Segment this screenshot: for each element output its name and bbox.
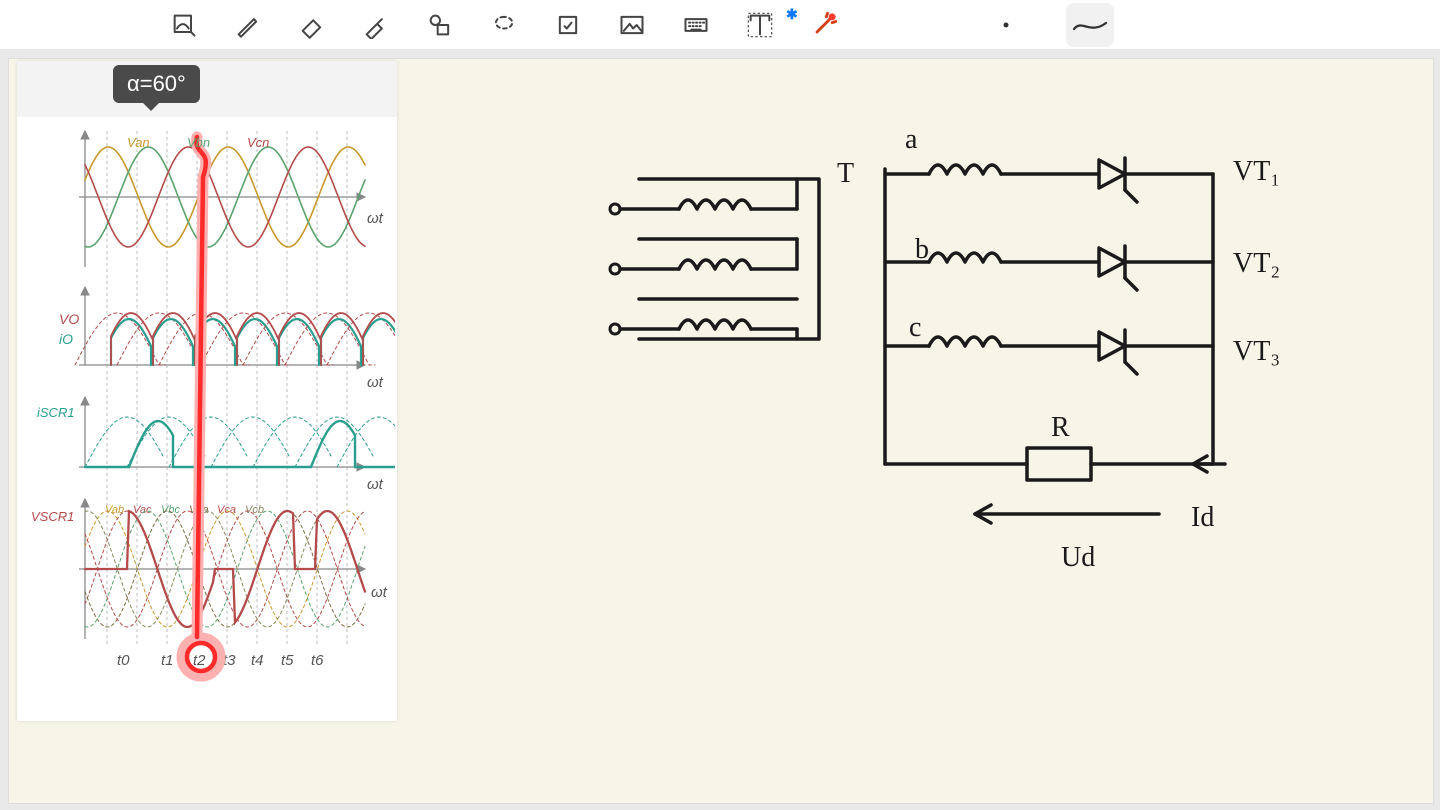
lasso-icon[interactable] xyxy=(480,3,528,47)
label-R: R xyxy=(1051,412,1070,444)
svg-text:ωt: ωt xyxy=(367,374,384,391)
label-b: b xyxy=(915,234,929,266)
label-T: T xyxy=(837,158,854,190)
label-iscr1: iSCR1 xyxy=(37,405,75,420)
toolbar-tools xyxy=(160,3,864,47)
shapes-icon[interactable] xyxy=(416,3,464,47)
chart-svg: ωtωtωtωtVabVacVbcVbaVcaVcbt0t1t2t3t4t5t6 xyxy=(19,117,395,717)
text-icon[interactable] xyxy=(736,3,784,47)
keyboard-icon[interactable] xyxy=(672,3,720,47)
label-a: a xyxy=(905,124,917,156)
svg-text:t5: t5 xyxy=(281,652,294,669)
circuit-svg xyxy=(579,114,1299,634)
label-VT2: VT₂ xyxy=(1233,248,1280,280)
image-icon[interactable] xyxy=(608,3,656,47)
label-io: iO xyxy=(59,331,73,347)
stroke-style-icon[interactable] xyxy=(1066,3,1114,47)
label-VT1: VT₁ xyxy=(1233,156,1280,188)
label-vo: VO xyxy=(59,311,79,327)
label-vcn: Vcn xyxy=(247,135,269,150)
svg-text:t4: t4 xyxy=(251,652,264,669)
svg-text:t0: t0 xyxy=(117,652,130,669)
highlighter-icon[interactable] xyxy=(352,3,400,47)
toolbar: ✱ xyxy=(0,0,1440,50)
label-c: c xyxy=(909,312,921,344)
svg-text:ωt: ωt xyxy=(367,210,384,227)
laser-icon[interactable] xyxy=(800,3,848,47)
zoom-in-icon[interactable] xyxy=(160,3,208,47)
waveform-chart-panel: α=60° ωtωtωtωtVabVacVbcVbaVcaVcbt0t1t2t3… xyxy=(17,61,397,721)
svg-text:Vbc: Vbc xyxy=(161,504,180,516)
svg-text:t1: t1 xyxy=(161,652,174,669)
svg-text:t6: t6 xyxy=(311,652,324,669)
dot-size-icon[interactable] xyxy=(982,3,1030,47)
label-Ud: Ud xyxy=(1061,542,1095,574)
label-Id: Id xyxy=(1191,502,1214,534)
label-van: Van xyxy=(127,135,150,150)
label-vscr1: VSCR1 xyxy=(31,509,74,524)
svg-text:Vac: Vac xyxy=(133,504,152,516)
svg-text:ωt: ωt xyxy=(367,476,384,493)
eraser-icon[interactable] xyxy=(288,3,336,47)
svg-text:ωt: ωt xyxy=(371,584,388,601)
sticker-icon[interactable] xyxy=(544,3,592,47)
label-vbn: Vbn xyxy=(187,135,210,150)
toolbar-right-group xyxy=(982,0,1130,50)
bluetooth-icon: ✱ xyxy=(786,6,798,23)
label-VT3: VT₃ xyxy=(1233,336,1280,368)
chart-body: ωtωtωtωtVabVacVbcVbaVcaVcbt0t1t2t3t4t5t6… xyxy=(19,117,395,717)
alpha-badge: α=60° xyxy=(113,65,200,103)
svg-text:t2: t2 xyxy=(193,652,206,669)
pen-icon[interactable] xyxy=(224,3,272,47)
canvas[interactable]: α=60° ωtωtωtωtVabVacVbcVbaVcaVcbt0t1t2t3… xyxy=(8,58,1434,804)
chart-header: α=60° xyxy=(17,61,397,117)
circuit-sketch: T a b c VT₁ VT₂ VT₃ R Id Ud xyxy=(579,114,1299,634)
